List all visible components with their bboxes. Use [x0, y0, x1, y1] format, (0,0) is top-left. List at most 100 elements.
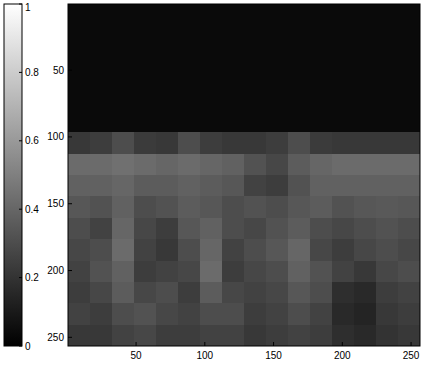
cell: [200, 303, 223, 325]
cell: [200, 154, 223, 176]
cell: [310, 239, 333, 261]
cell: [266, 196, 289, 218]
cell: [376, 90, 399, 112]
cell: [134, 4, 157, 26]
cell: [354, 303, 377, 325]
cell: [266, 111, 289, 133]
cell: [134, 132, 157, 154]
cell: [112, 4, 135, 26]
cell: [354, 239, 377, 261]
cell: [310, 90, 333, 112]
cell: [288, 132, 311, 154]
cell: [222, 25, 245, 47]
y-tick-label: 150: [47, 198, 64, 209]
cell: [200, 68, 223, 90]
cell: [156, 325, 179, 346]
cell: [68, 303, 91, 325]
cell: [134, 111, 157, 133]
cell: [288, 68, 311, 90]
cell: [266, 25, 289, 47]
cell: [398, 4, 420, 26]
cell: [288, 47, 311, 69]
cell: [332, 90, 355, 112]
cell: [200, 239, 223, 261]
cell: [376, 68, 399, 90]
cell: [266, 325, 289, 346]
cell: [178, 154, 201, 176]
cell: [332, 4, 355, 26]
cell: [222, 111, 245, 133]
cell: [68, 47, 91, 69]
x-tick-label: 150: [265, 350, 282, 361]
cell: [332, 68, 355, 90]
cell: [200, 325, 223, 346]
cell: [90, 25, 113, 47]
cell: [310, 261, 333, 283]
cell: [266, 4, 289, 26]
cell: [68, 132, 91, 154]
cell: [310, 218, 333, 240]
cell: [354, 132, 377, 154]
cell: [68, 282, 91, 304]
cell: [112, 261, 135, 283]
cell: [376, 282, 399, 304]
cell: [134, 90, 157, 112]
cell: [68, 25, 91, 47]
cell: [244, 132, 267, 154]
cell: [266, 239, 289, 261]
cell: [376, 111, 399, 133]
cell: [244, 47, 267, 69]
cell: [156, 4, 179, 26]
y-tick: [68, 270, 72, 271]
cell: [156, 282, 179, 304]
cell: [310, 175, 333, 197]
cell: [376, 218, 399, 240]
x-tick-label: 100: [196, 350, 213, 361]
cell: [90, 282, 113, 304]
chart: 501001502002505010015020025000.20.40.60.…: [0, 0, 431, 367]
cell: [134, 303, 157, 325]
colorbar-tick: [19, 277, 22, 278]
cell: [156, 68, 179, 90]
cell: [266, 175, 289, 197]
cell: [222, 175, 245, 197]
cell: [288, 154, 311, 176]
cell: [178, 68, 201, 90]
cell: [68, 4, 91, 26]
cell: [354, 282, 377, 304]
cell: [222, 218, 245, 240]
cell: [156, 218, 179, 240]
cell: [354, 154, 377, 176]
cell: [376, 196, 399, 218]
cell: [200, 132, 223, 154]
y-tick: [68, 337, 72, 338]
cell: [112, 90, 135, 112]
cell: [200, 261, 223, 283]
cell: [266, 218, 289, 240]
cell: [112, 239, 135, 261]
cell: [112, 25, 135, 47]
cell: [310, 68, 333, 90]
cell: [90, 325, 113, 346]
cell: [112, 325, 135, 346]
cell: [354, 4, 377, 26]
colorbar: [4, 4, 22, 346]
cell: [112, 282, 135, 304]
cell: [156, 90, 179, 112]
cell: [112, 303, 135, 325]
cell: [222, 196, 245, 218]
cell: [90, 218, 113, 240]
y-tick: [68, 136, 72, 137]
cell: [398, 154, 420, 176]
cell: [398, 132, 420, 154]
cell: [332, 261, 355, 283]
cell: [244, 68, 267, 90]
cell: [222, 282, 245, 304]
cell: [200, 218, 223, 240]
cell: [266, 261, 289, 283]
cell: [178, 4, 201, 26]
cell: [200, 47, 223, 69]
cell: [68, 196, 91, 218]
cell: [68, 111, 91, 133]
cell: [68, 239, 91, 261]
